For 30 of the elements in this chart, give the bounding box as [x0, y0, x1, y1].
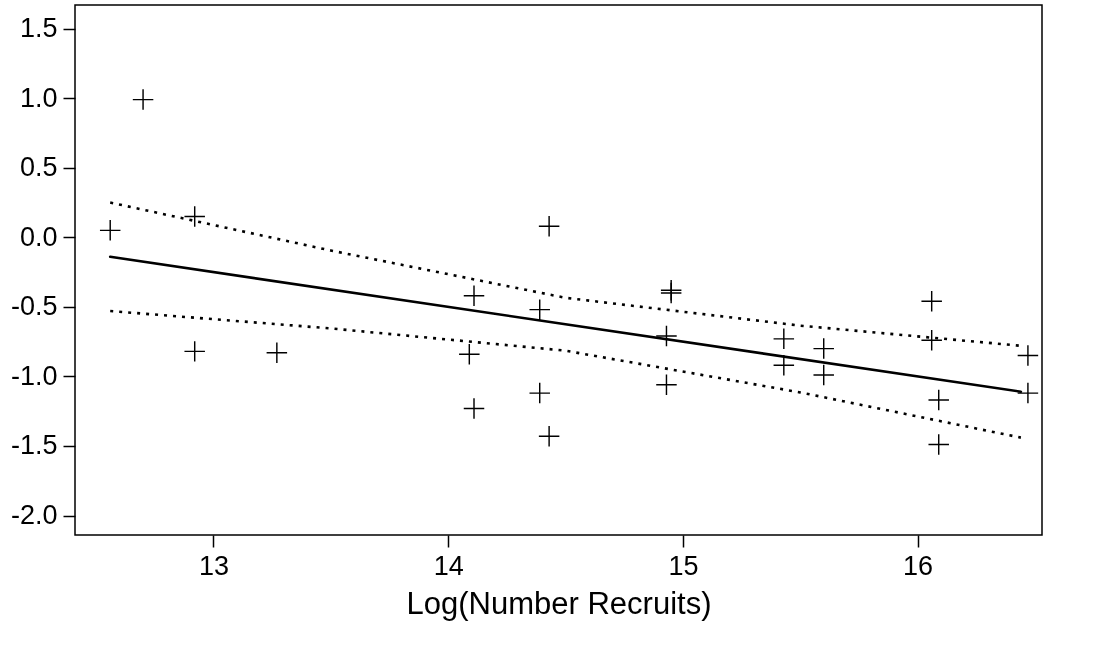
point	[538, 425, 560, 447]
y-tick-label: 0.0	[19, 221, 58, 252]
point	[463, 398, 485, 419]
point	[538, 215, 560, 237]
point	[656, 325, 677, 347]
point	[773, 328, 795, 350]
y-tick-label: -0.5	[10, 291, 58, 322]
point	[813, 364, 834, 386]
x-axis-title: Log(Number Recruits)	[406, 585, 712, 621]
x-tick-label: 16	[903, 550, 934, 581]
x-tick-label: 13	[198, 550, 229, 581]
point	[132, 89, 154, 110]
point	[99, 220, 121, 241]
line-series	[108, 309, 1023, 439]
x-tick-label: 14	[433, 550, 464, 581]
y-tick-label: -1.5	[10, 430, 58, 461]
point	[529, 382, 550, 404]
point	[459, 343, 480, 365]
point	[463, 285, 485, 306]
point	[266, 342, 288, 364]
point	[773, 355, 795, 376]
y-tick-label: 0.5	[19, 152, 58, 183]
y-tick-label: 1.0	[19, 82, 58, 113]
y-tick-label: -1.0	[10, 360, 58, 391]
y-tick-label: 1.5	[19, 13, 58, 44]
point	[928, 389, 949, 411]
x-tick-label: 15	[668, 550, 699, 581]
y-tick-label: -2.0	[10, 500, 58, 531]
point	[1017, 382, 1039, 404]
point	[1017, 345, 1039, 366]
